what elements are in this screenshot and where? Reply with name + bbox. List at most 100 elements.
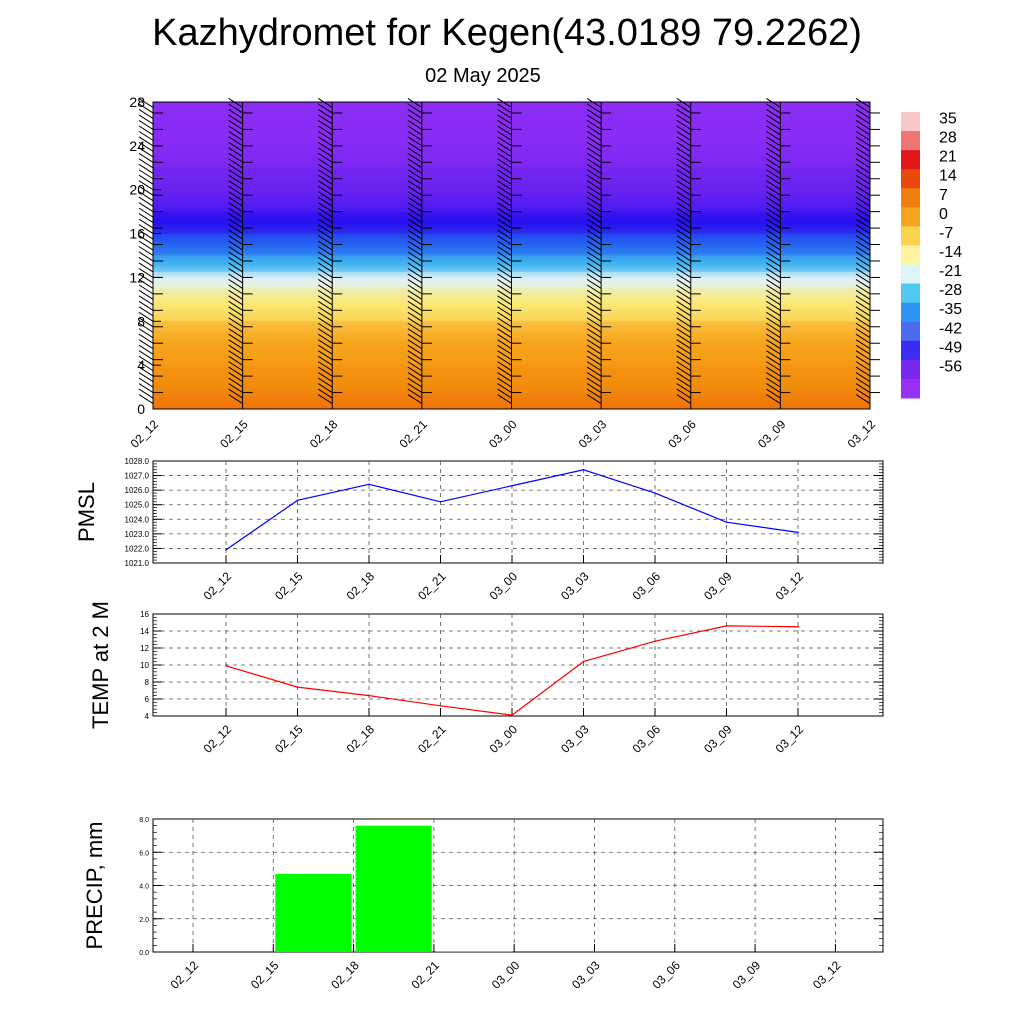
x-tick-label: 03_00	[487, 569, 521, 603]
wind-barb-column	[228, 98, 253, 409]
colorbar-label: -42	[939, 320, 962, 337]
pmsl-point	[797, 531, 799, 534]
y-tick-label: 1023.0	[125, 530, 150, 539]
pmsl-point	[368, 483, 370, 486]
y-axis-label: TEMP at 2 M	[88, 601, 113, 729]
temp-point	[225, 665, 227, 667]
y-tick-label: 10	[140, 661, 149, 670]
pmsl-point	[582, 468, 585, 471]
y-tick-label: 1027.0	[125, 472, 150, 481]
temp-point	[368, 694, 370, 697]
y-tick-label: 1026.0	[125, 486, 150, 495]
x-tick-label: 02_18	[344, 722, 378, 756]
x-tick-label: 03_12	[810, 958, 844, 992]
x-tick-label: 02_21	[415, 722, 449, 756]
x-tick-label: 02_21	[415, 569, 449, 603]
colorbar-box	[901, 112, 920, 132]
wind-barb-column	[766, 98, 791, 409]
colorbar-box	[901, 150, 920, 170]
colorbar-label: -49	[939, 339, 962, 356]
y-tick-label: 20	[129, 182, 145, 198]
precip-bar	[435, 951, 512, 952]
x-tick-label: 03_03	[569, 958, 603, 992]
x-tick-label: 02_18	[307, 417, 341, 451]
y-tick-label: 16	[140, 610, 149, 619]
y-tick-label: 2.0	[139, 917, 149, 924]
x-tick-label: 02_15	[217, 417, 251, 451]
colorbar-box	[901, 302, 920, 323]
x-tick-label: 02_21	[409, 958, 443, 992]
colorbar-box	[901, 321, 920, 342]
x-tick-label: 03_12	[773, 722, 807, 756]
colorbar-label: 0	[939, 206, 948, 223]
y-tick-label: 8.0	[139, 817, 149, 824]
x-tick-label: 02_12	[201, 569, 235, 603]
wind-barb-column	[407, 98, 432, 409]
y-axis-label: PMSL	[74, 482, 99, 542]
x-tick-label: 03_00	[486, 417, 520, 451]
x-tick-label: 02_15	[272, 722, 306, 756]
colorbar-box	[901, 169, 920, 189]
x-tick-label: 03_03	[558, 722, 592, 756]
x-tick-label: 03_06	[649, 958, 683, 992]
y-tick-label: 1021.0	[125, 559, 150, 568]
precip-bar	[355, 825, 432, 952]
x-tick-label: 03_00	[487, 722, 521, 756]
colorbar-box	[901, 378, 920, 399]
colorbar-label: 7	[939, 187, 948, 204]
y-tick-label: 24	[129, 138, 145, 154]
y-tick-label: 4.0	[139, 884, 149, 891]
x-tick-label: 02_12	[201, 722, 235, 756]
panel-frame	[152, 818, 884, 953]
x-tick-label: 02_15	[272, 569, 306, 603]
y-tick-label: 14	[140, 627, 149, 636]
y-tick-label: 1022.0	[125, 544, 150, 553]
y-tick-label: 1028.0	[125, 457, 150, 466]
y-tick-label: 28	[129, 94, 145, 110]
wind-barb-column	[676, 98, 701, 409]
colorbar-label: 21	[939, 149, 957, 166]
x-tick-label: 03_12	[845, 417, 879, 451]
y-axis-label: PRECIP, mm	[82, 822, 107, 950]
x-tick-label: 03_09	[701, 569, 735, 603]
temp-point	[439, 705, 442, 707]
x-tick-label: 02_18	[328, 958, 362, 992]
colorbar-label: 14	[939, 168, 957, 185]
colorbar-label: -7	[939, 225, 953, 242]
colorbar-box	[901, 188, 920, 208]
colorbar-box	[901, 283, 920, 304]
colorbar-box	[901, 340, 920, 361]
x-tick-label: 03_06	[630, 569, 664, 603]
x-tick-label: 03_00	[489, 958, 523, 992]
pmsl-point	[511, 484, 513, 487]
temp-point	[654, 640, 656, 642]
x-tick-label: 03_06	[630, 722, 664, 756]
temp-point	[797, 625, 799, 628]
colorbar-label: -35	[939, 301, 962, 318]
x-tick-label: 02_18	[344, 569, 378, 603]
x-tick-label: 03_03	[558, 569, 592, 603]
x-tick-label: 03_09	[730, 958, 764, 992]
x-tick-label: 02_12	[168, 958, 202, 992]
y-tick-label: 1024.0	[125, 515, 150, 524]
colorbar-label: 35	[939, 111, 957, 128]
colorbar-box	[901, 264, 920, 285]
cross-section-frame	[152, 101, 871, 410]
x-tick-label: 03_09	[755, 417, 789, 451]
x-tick-label: 03_09	[701, 722, 735, 756]
wind-barb-column	[317, 98, 343, 409]
y-tick-label: 4	[137, 357, 145, 373]
pmsl-point	[296, 499, 299, 502]
y-tick-label: 1025.0	[125, 501, 150, 510]
y-tick-label: 6	[145, 695, 150, 704]
y-tick-label: 8	[137, 313, 145, 329]
y-tick-label: 6.0	[139, 850, 149, 857]
x-tick-label: 03_12	[773, 569, 807, 603]
pmsl-point	[654, 492, 656, 494]
colorbar-label: -56	[939, 358, 962, 375]
chart-title: Kazhydromet for Kegen(43.0189 79.2262)	[152, 12, 862, 54]
temp-point	[511, 714, 513, 716]
colorbar-box	[901, 359, 920, 380]
x-tick-label: 02_12	[128, 417, 162, 451]
